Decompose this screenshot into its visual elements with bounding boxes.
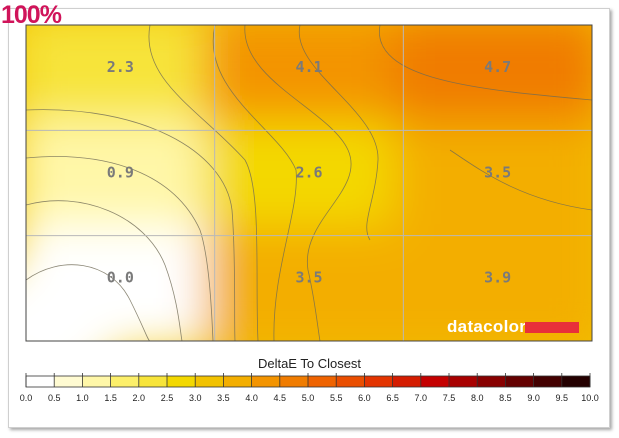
colorbar-tick-label: 9.0 xyxy=(527,393,540,403)
cell-label-1-2: 3.5 xyxy=(484,163,511,181)
colorbar-swatch xyxy=(195,376,224,387)
colorbar-tick-label: 0.5 xyxy=(48,393,61,403)
colorbar-tick-label: 8.0 xyxy=(471,393,484,403)
contour-line xyxy=(26,109,236,341)
zoom-label: 100% xyxy=(1,1,62,29)
colorbar-swatch xyxy=(82,376,111,387)
colorbar: 0.0 0.5 1.0 1.5 2.0 2.5 3.0 3.5 4.0 4.5 5.0 5.5 6.0 6… xyxy=(20,373,599,403)
cell-labels: 2.3 4.1 4.7 0.9 2.6 3.5 0.0 3.5 3.9 xyxy=(107,58,511,287)
colorbar-swatch xyxy=(279,376,309,387)
colorbar-tick-label: 8.5 xyxy=(499,393,512,403)
heat-cell xyxy=(204,225,414,341)
colorbar-swatch xyxy=(505,376,534,387)
heat-cell xyxy=(26,120,225,246)
colorbar-swatch xyxy=(110,376,140,387)
contour-line xyxy=(26,156,214,341)
colorbar-swatch xyxy=(420,376,450,387)
heat-cell xyxy=(393,120,592,246)
cell-label-2-0: 0.0 xyxy=(107,269,134,287)
contour-line xyxy=(449,149,592,211)
colorbar-tick-label: 5.5 xyxy=(330,393,343,403)
contour-line xyxy=(379,25,592,101)
colorbar-swatch xyxy=(533,376,563,387)
chart-title: DeltaE To Closest xyxy=(257,356,362,371)
brand-accent-bar xyxy=(525,322,579,333)
colorbar-tick-label: 7.5 xyxy=(443,393,456,403)
colorbar-tick-label: 7.0 xyxy=(415,393,428,403)
contour-line xyxy=(148,25,259,341)
cell-label-0-0: 2.3 xyxy=(107,58,134,76)
contour-line xyxy=(298,25,379,241)
colorbar-tick-label: 2.5 xyxy=(161,393,174,403)
colorbar-swatch xyxy=(364,376,393,387)
colorbar-swatch xyxy=(167,376,196,387)
heat-cell xyxy=(204,120,414,246)
colorbar-swatch xyxy=(223,376,252,387)
colorbar-swatch xyxy=(138,376,168,387)
contour-line xyxy=(244,25,352,341)
contour-line xyxy=(26,200,183,341)
colorbar-tick-label: 6.5 xyxy=(386,393,399,403)
brand-text: datacolor xyxy=(447,317,526,336)
colorbar-tick-label: 1.5 xyxy=(104,393,117,403)
contour-line xyxy=(212,25,297,341)
colorbar-swatch xyxy=(54,376,83,387)
cell-label-2-1: 3.5 xyxy=(295,269,322,287)
colorbar-tick-label: 0.0 xyxy=(20,393,33,403)
plot-border xyxy=(25,24,593,342)
colorbar-swatch xyxy=(449,376,478,387)
cell-label-0-1: 4.1 xyxy=(295,58,322,76)
heatmap-surface xyxy=(26,25,592,341)
colorbar-swatch xyxy=(477,376,506,387)
datacolor-logo: datacolor xyxy=(447,317,579,336)
cell-label-1-1: 2.6 xyxy=(295,163,322,181)
colorbar-swatch xyxy=(308,376,337,387)
grid-lines xyxy=(26,25,592,341)
colorbar-tick-label: 9.5 xyxy=(556,393,569,403)
cell-label-0-2: 4.7 xyxy=(484,58,511,76)
heat-min-spot xyxy=(26,256,126,341)
colorbar-tick-label: 3.0 xyxy=(189,393,202,403)
colorbar-tick-label: 4.0 xyxy=(245,393,258,403)
colorbar-swatch xyxy=(251,376,281,387)
colorbar-swatch xyxy=(561,376,591,387)
colorbar-tick-label: 2.0 xyxy=(133,393,146,403)
colorbar-tick-label: 4.5 xyxy=(274,393,287,403)
colorbar-tick-label: 5.0 xyxy=(302,393,315,403)
cell-label-1-0: 0.9 xyxy=(107,163,134,181)
colorbar-tick-label: 6.0 xyxy=(358,393,371,403)
colorbar-tick-label: 10.0 xyxy=(581,393,599,403)
colorbar-swatch xyxy=(26,376,55,387)
contour-line xyxy=(26,264,151,341)
contour-lines xyxy=(26,25,592,341)
heat-cell xyxy=(393,225,592,341)
colorbar-swatch xyxy=(392,376,422,387)
colorbar-tick-label: 1.0 xyxy=(76,393,89,403)
colorbar-tick-label: 3.5 xyxy=(217,393,230,403)
cell-label-2-2: 3.9 xyxy=(484,269,511,287)
colorbar-swatch xyxy=(336,376,365,387)
